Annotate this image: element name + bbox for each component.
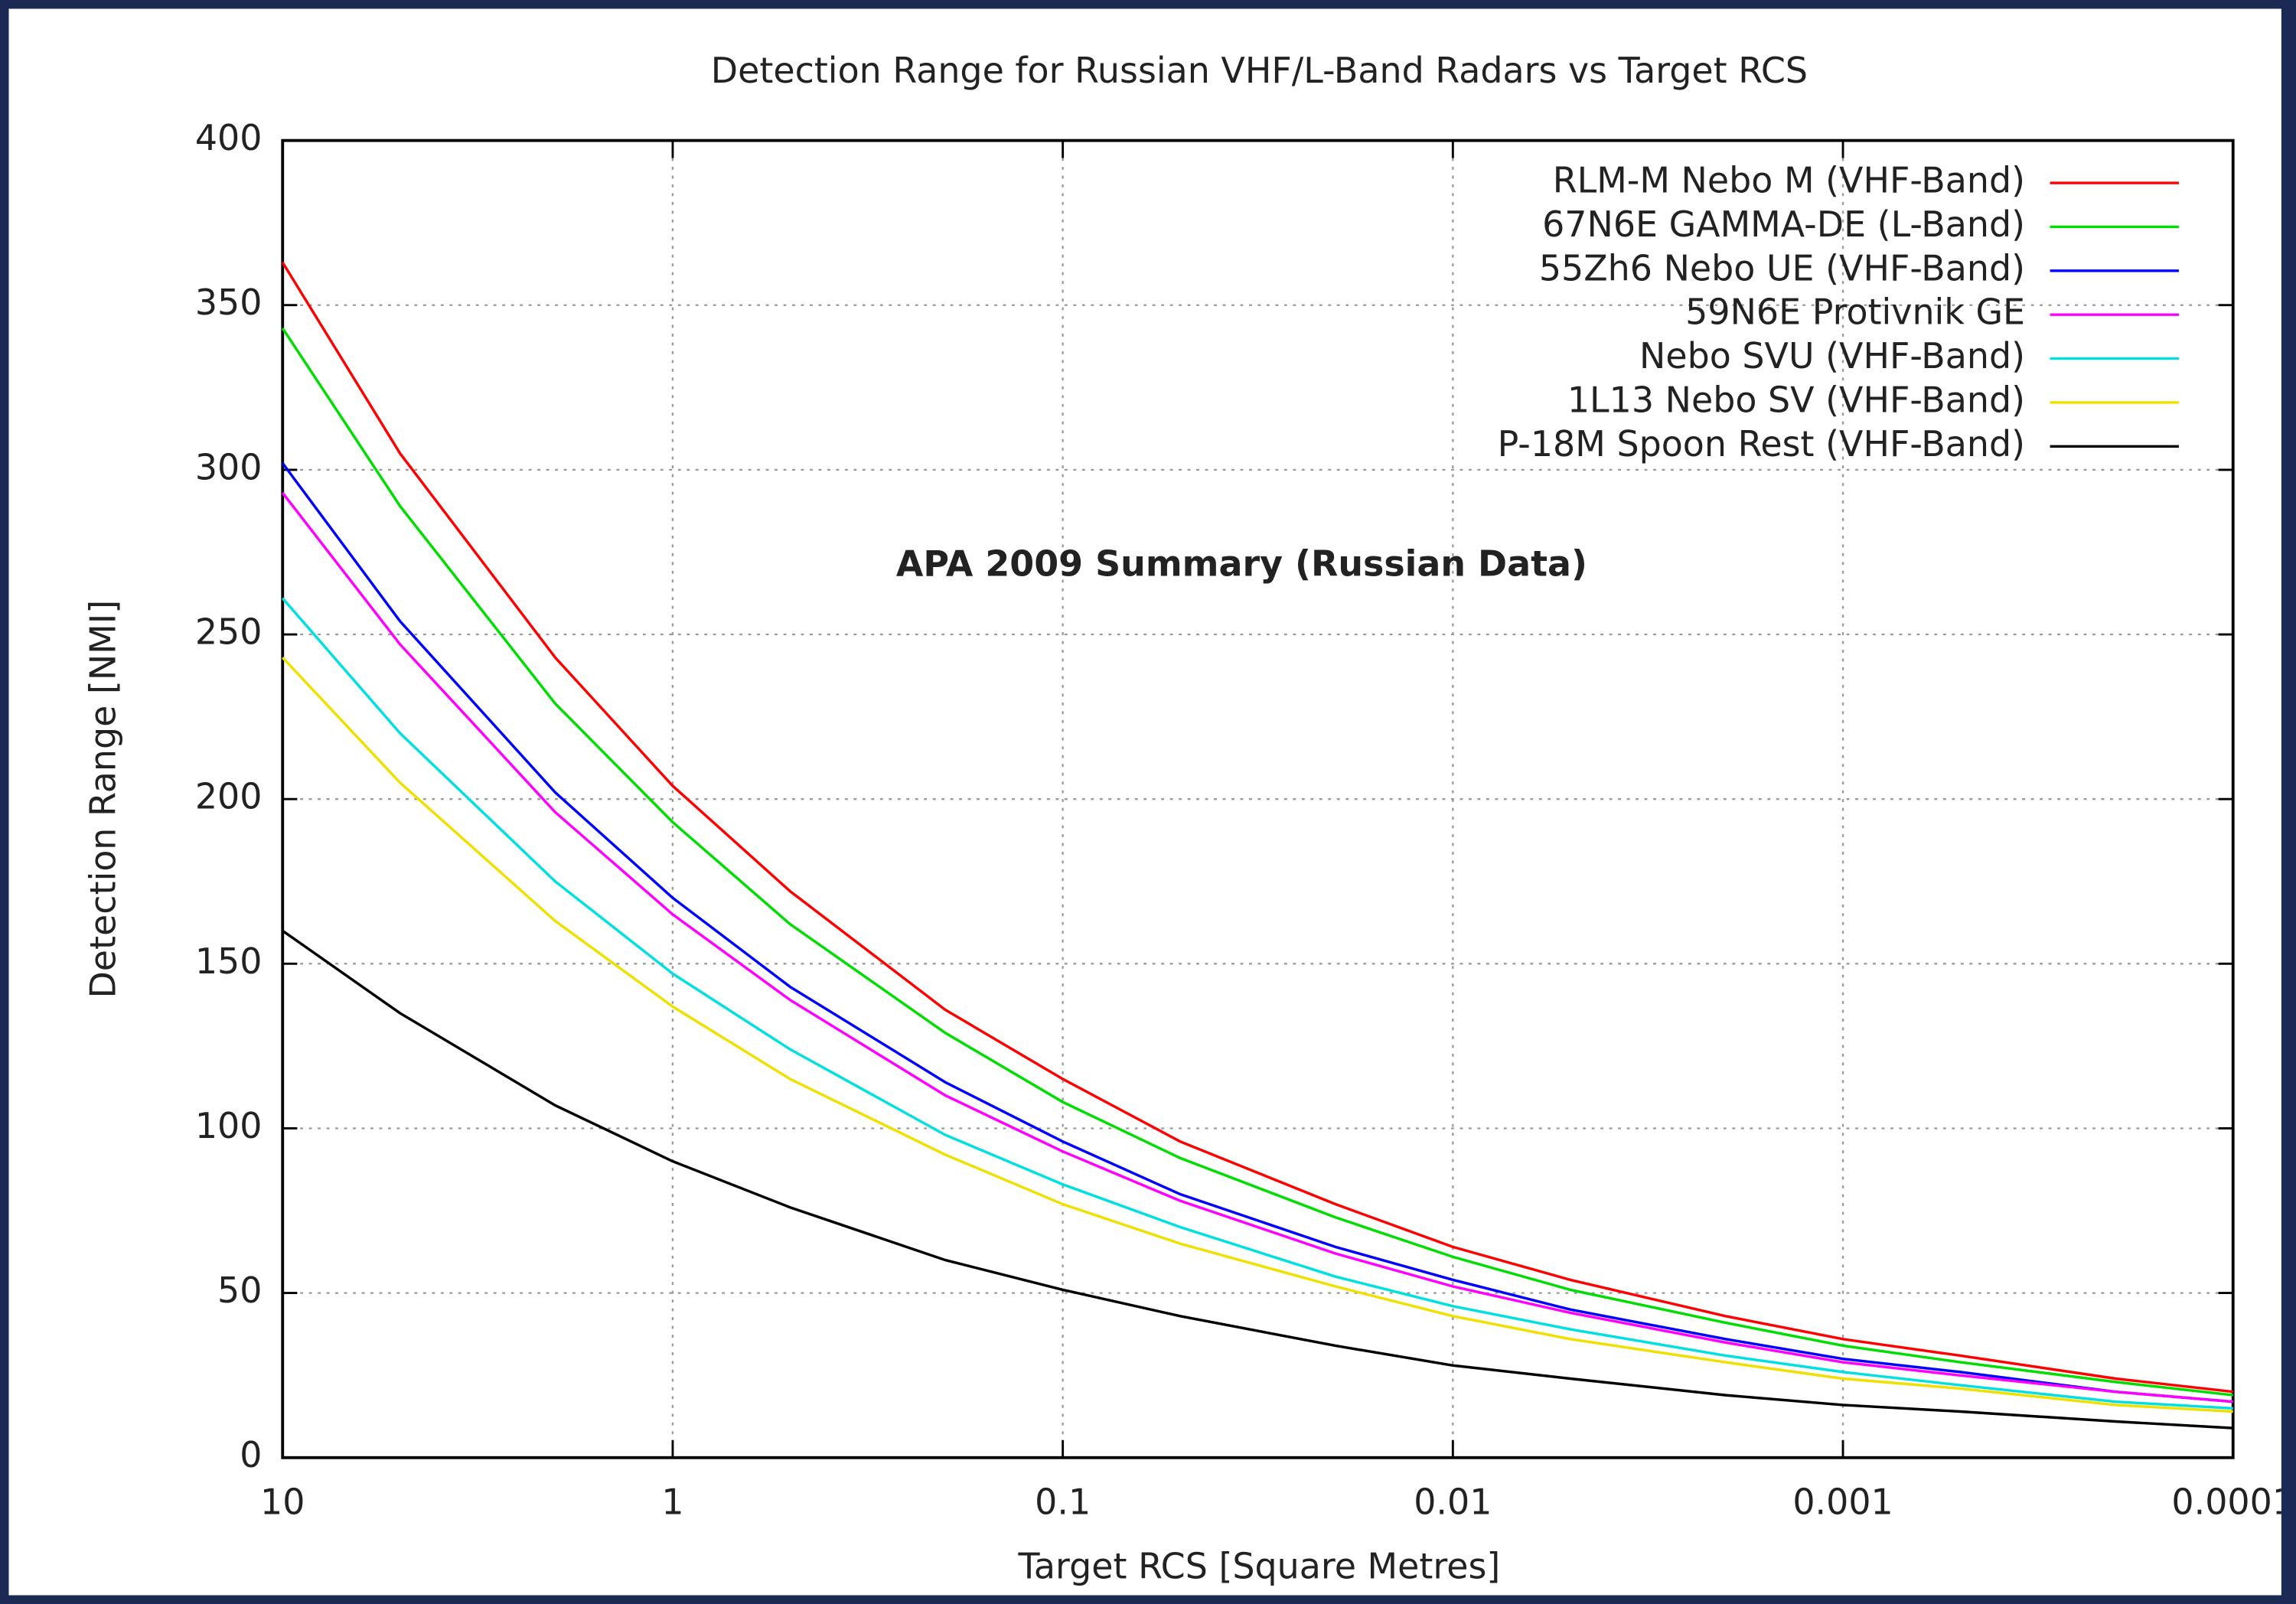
series-line [281,462,2233,1404]
y-tick-label: 350 [195,282,263,323]
y-tick-label: 250 [195,611,263,653]
legend-label: P-18M Spoon Rest (VHF-Band) [1498,423,2025,465]
x-tick-label: 0.01 [1414,1481,1492,1522]
x-tick-label: 0.0001 [2171,1481,2294,1522]
annotation: APA 2009 Summary (Russian Data) [896,543,1587,585]
y-tick-label: 150 [195,941,263,982]
x-tick-label: 1 [661,1481,683,1522]
y-tick-label: 100 [195,1105,263,1146]
legend-label: RLM-M Nebo M (VHF-Band) [1553,160,2025,201]
y-axis-label: Detection Range [NMI] [82,600,123,999]
legend-label: 67N6E GAMMA-DE (L-Band) [1542,204,2025,245]
legend-label: 59N6E Protivnik GE [1685,292,2025,333]
y-tick-label: 0 [240,1434,262,1475]
y-tick-label: 300 [195,446,263,487]
legend-label: 55Zh6 Nebo UE (VHF-Band) [1539,247,2025,289]
plot-frame [281,139,2235,1459]
series-line [281,261,2233,1394]
legend-label: 1L13 Nebo SV (VHF-Band) [1567,379,2025,420]
series-line [281,492,2233,1404]
y-tick-label: 200 [195,776,263,817]
plot-group: Detection Range for Russian VHF/L-Band R… [82,50,2294,1587]
x-tick-label: 0.001 [1792,1481,1893,1522]
panel [8,8,2281,1596]
series-line [281,328,2233,1397]
x-tick-label: 0.1 [1035,1481,1091,1522]
y-tick-label: 400 [195,117,263,158]
chart-title: Detection Range for Russian VHF/L-Band R… [711,50,1808,91]
legend-label: Nebo SVU (VHF-Band) [1639,335,2025,377]
series-line [282,657,2233,1413]
series-line [281,597,2233,1410]
x-axis-label: Target RCS [Square Metres] [1017,1546,1500,1587]
y-tick-label: 50 [217,1270,262,1311]
series-line [282,929,2233,1430]
x-tick-label: 10 [260,1481,305,1522]
